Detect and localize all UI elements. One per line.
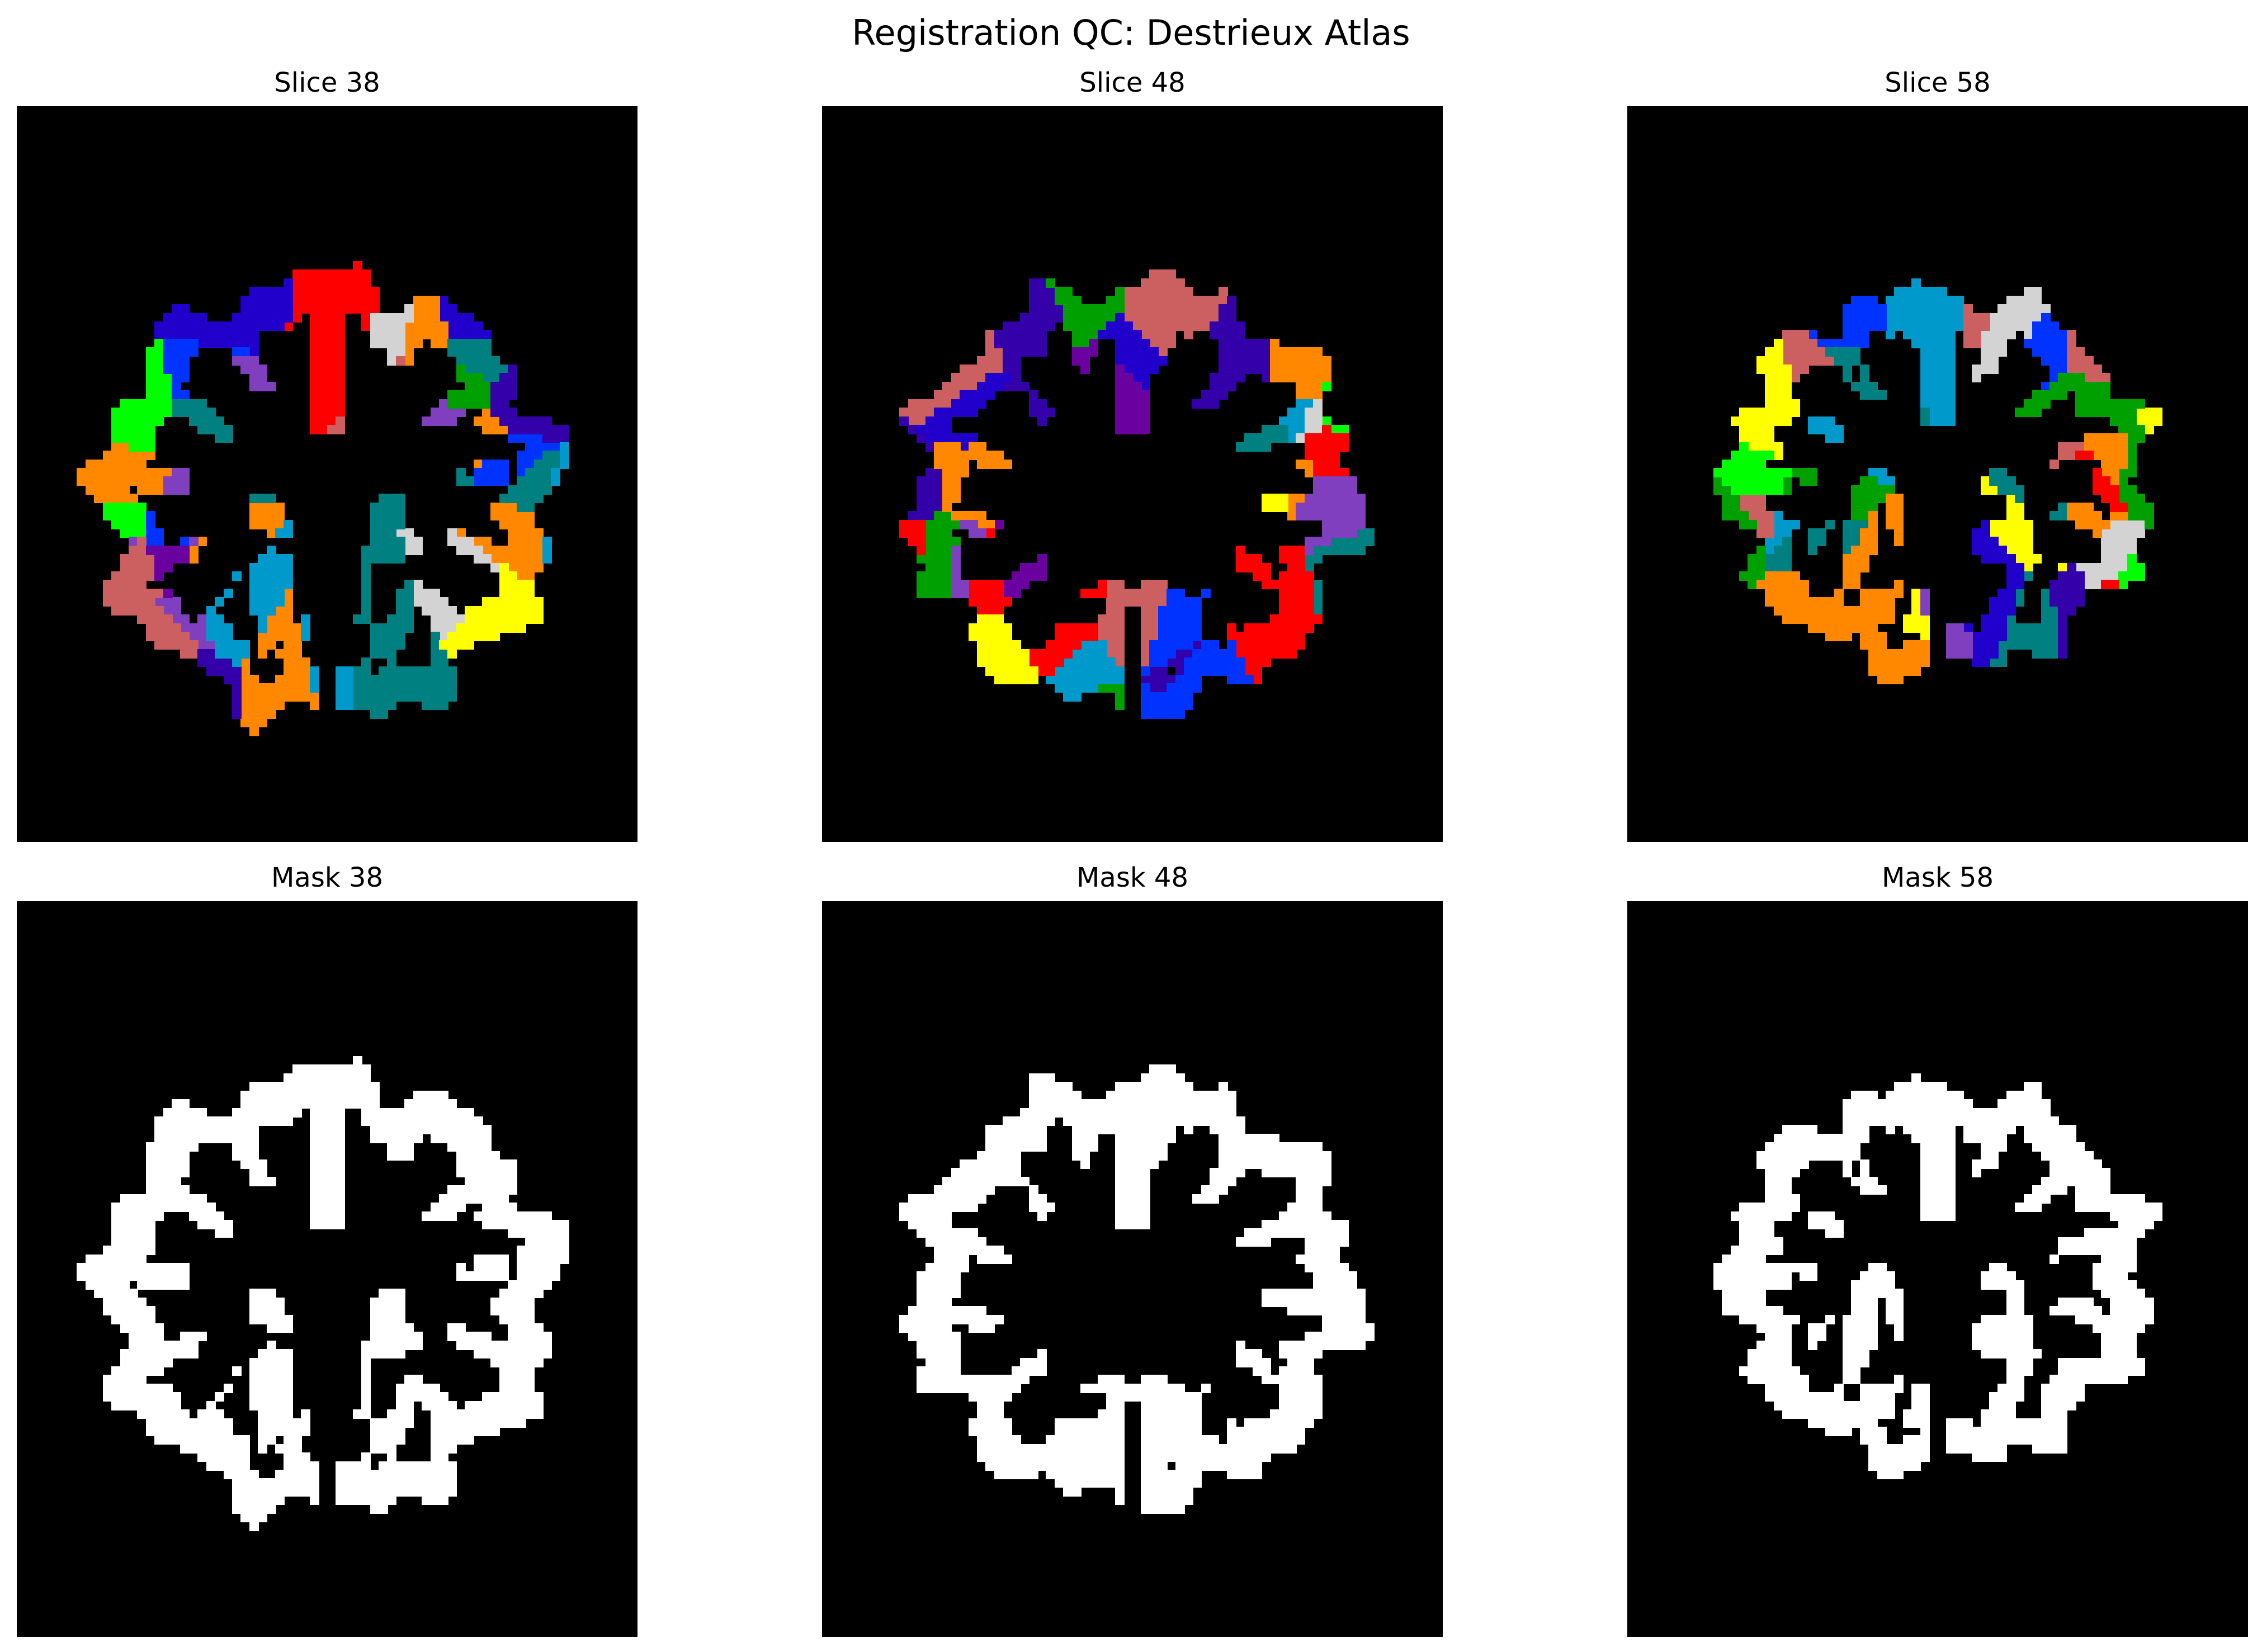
atlas-slice-48-image [899,269,1375,719]
atlas-region-0 [284,261,380,434]
atlas-region-3 [917,313,1168,452]
atlas-region-5 [934,339,1331,529]
atlas-region-4 [103,339,173,538]
mask-region [899,1064,1375,1514]
mask-48-image [899,1064,1375,1514]
atlas-region-5 [146,339,560,546]
panel-title-mask-58: Mask 58 [1882,862,1994,893]
atlas-region-13 [1141,589,1254,719]
atlas-region-9 [447,365,492,409]
atlas-region-6 [1322,382,1349,434]
panel-title-slice-58: Slice 58 [1885,67,1991,98]
mask-38-image [77,1056,569,1531]
atlas-region-12 [1920,589,1973,659]
atlas-region-9 [2075,451,2128,589]
atlas-region-5 [1765,347,2067,667]
atlas-region-7 [1756,433,2128,684]
atlas-region-3 [1739,304,2110,538]
mask-58-image [1713,1073,2162,1479]
panel-mask-58 [1627,901,2248,1637]
atlas-region-11 [951,476,1366,598]
atlas-region-2 [917,278,1125,710]
panel-title-mask-38: Mask 38 [271,862,383,893]
atlas-region-1 [899,278,1271,693]
panel-mask-38 [17,901,637,1637]
panel-slice-48 [822,106,1443,842]
panel-title-slice-48: Slice 48 [1079,67,1186,98]
atlas-region-10 [197,365,569,719]
panel-slice-58 [1627,106,2248,842]
atlas-slice-38-image [77,261,569,736]
atlas-region-10 [1963,520,2024,667]
atlas-region-12 [146,546,190,598]
atlas-region-10 [899,425,1349,684]
atlas-slice-58-image [1713,278,2162,684]
atlas-region-11 [206,442,569,710]
panel-title-slice-38: Slice 38 [274,67,380,98]
mask-region [1713,1073,2162,1479]
panel-slice-38 [17,106,637,842]
atlas-region-3 [370,304,500,641]
figure-title: Registration QC: Destrieux Atlas [852,12,1410,53]
atlas-region-2 [1808,296,2067,391]
atlas-region-0 [1765,278,1964,555]
atlas-region-1 [154,278,492,357]
atlas-region-11 [2050,563,2085,659]
atlas-region-6 [1713,373,2154,589]
atlas-region-8 [103,356,405,659]
atlas-region-13 [439,563,544,659]
atlas-region-12 [969,494,1288,684]
atlas-region-8 [1296,399,1323,443]
atlas-region-8 [1713,442,2145,589]
panel-mask-48 [822,901,1443,1637]
atlas-region-0 [899,269,1228,667]
panel-title-mask-48: Mask 48 [1076,862,1188,893]
mask-region [77,1056,569,1531]
atlas-region-9 [1236,425,1375,616]
atlas-region-4 [1731,339,2162,641]
